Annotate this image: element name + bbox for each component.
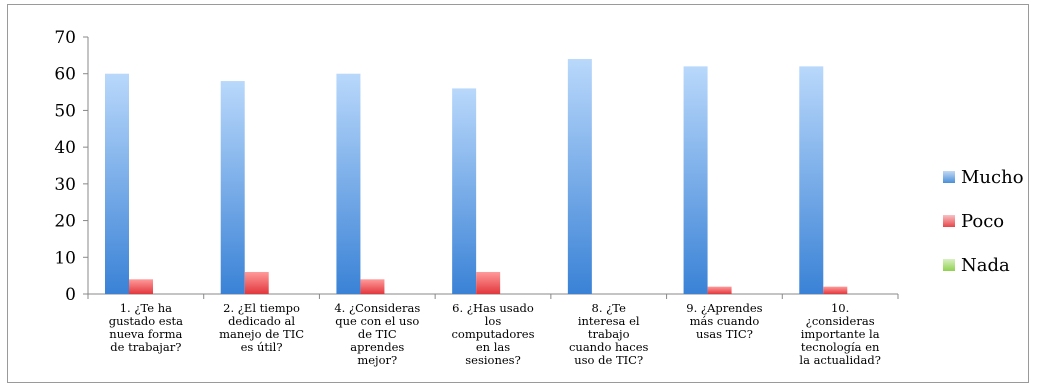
x-category-label-line: cuando haces (568, 340, 649, 354)
x-category-label-line: aprendes (350, 340, 405, 354)
bar-mucho-2 (220, 81, 245, 294)
bar-mucho-4 (452, 88, 477, 295)
bar-poco-4 (476, 271, 501, 294)
x-category-label-line: la actualidad? (799, 353, 881, 367)
x-category-label-line: ¿consideras (805, 314, 875, 328)
y-tick-label: 20 (54, 212, 76, 232)
legend-swatch (943, 215, 955, 227)
x-category-label-line: sesiones? (465, 353, 521, 367)
x-category-label-line: de TIC (357, 327, 397, 341)
x-category-label-line: computadores (451, 327, 535, 341)
x-category-label-line: de trabajar? (110, 340, 182, 354)
bar-mucho-6 (683, 66, 708, 294)
x-category-label-line: uso de TIC? (574, 353, 644, 367)
y-tick-label: 10 (54, 248, 76, 268)
chart-frame: 0 10 20 30 40 50 60 70 1. ¿Te ha gustado esta nue… (7, 4, 1029, 383)
legend-item-nada: Nada (943, 243, 1024, 287)
x-category-label: 10. ¿consideras importante la tecnología en… (792, 302, 888, 367)
x-category-label-line: 9. ¿Aprendes (686, 301, 763, 315)
y-tick-label: 40 (54, 138, 76, 158)
bar-mucho-7 (799, 66, 824, 294)
y-tick-label: 70 (54, 28, 76, 48)
legend-label: Mucho (961, 166, 1024, 188)
x-category-label-line: interesa el (577, 314, 640, 328)
x-category-label-line: más cuando (689, 314, 760, 328)
x-category-label-line: dedicado al (228, 314, 296, 328)
x-category-label: 9. ¿Aprendes más cuando usas TIC? (676, 302, 772, 341)
legend-item-mucho: Mucho (943, 155, 1024, 199)
bar-poco-7 (823, 286, 848, 294)
y-tick-label: 0 (65, 285, 76, 305)
x-category-label-line: 1. ¿Te ha (119, 301, 172, 315)
x-category-label-line: importante la (800, 327, 880, 341)
legend-label: Nada (961, 254, 1010, 276)
x-category-label-line: 6. ¿Has usado (452, 301, 534, 315)
x-category-label: 8. ¿Te interesa el trabajo cuando haces uso … (561, 302, 657, 367)
legend-swatch (943, 171, 955, 183)
x-category-label-line: 8. ¿Te (591, 301, 626, 315)
x-category-label-line: mejor? (357, 353, 398, 367)
bar-poco-2 (244, 271, 269, 294)
x-category-label-line: que con el uso (335, 314, 420, 328)
x-category-label-line: los (484, 314, 502, 328)
legend-swatch (943, 259, 955, 271)
x-category-label-line: usas TIC? (695, 327, 753, 341)
x-category-label-line: es útil? (240, 340, 283, 354)
x-category-label-line: en las (475, 340, 511, 354)
x-category-label-line: manejo de TIC (219, 327, 305, 341)
bar-mucho-1 (105, 73, 129, 294)
bar-poco-6 (707, 286, 732, 294)
x-category-label: 6. ¿Has usado los computadores en las sesion… (445, 302, 541, 367)
x-category-label-line: 10. (830, 301, 850, 315)
x-category-label: 1. ¿Te ha gustado esta nueva forma de traba… (98, 302, 194, 354)
legend-item-poco: Poco (943, 199, 1024, 243)
bar-poco-3 (360, 279, 385, 294)
y-tick-label: 30 (54, 175, 76, 195)
y-tick-label: 50 (54, 101, 76, 121)
x-category-label-line: gustado esta (108, 314, 183, 328)
y-tick-label: 60 (54, 65, 76, 85)
x-category-label-line: 2. ¿El tiempo (223, 301, 300, 315)
x-category-label: 4. ¿Consideras que con el uso de TIC aprend… (329, 302, 425, 367)
x-category-label-line: trabajo (587, 327, 630, 341)
bar-mucho-3 (336, 73, 361, 294)
x-category-label: 2. ¿El tiempo dedicado al manejo de TIC es … (214, 302, 310, 354)
x-category-label-line: 4. ¿Consideras (334, 301, 421, 315)
legend: Mucho Poco Nada (943, 155, 1024, 287)
x-category-label-line: nueva forma (109, 327, 183, 341)
bar-poco-1 (129, 279, 153, 294)
bar-chart: 0 10 20 30 40 50 60 70 (54, 28, 899, 305)
legend-label: Poco (961, 210, 1005, 232)
bar-mucho-5 (567, 59, 592, 295)
x-category-label-line: tecnología en (800, 340, 880, 354)
